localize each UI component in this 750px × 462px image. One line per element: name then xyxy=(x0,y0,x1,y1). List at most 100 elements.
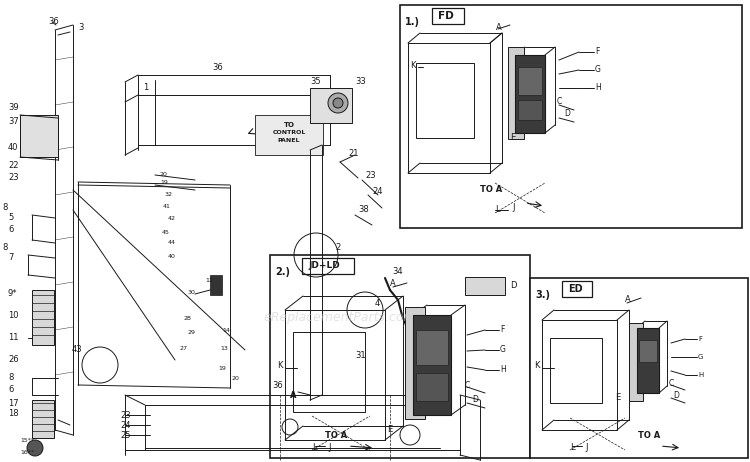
Text: 5: 5 xyxy=(8,213,14,223)
Bar xyxy=(416,330,448,365)
Bar xyxy=(515,55,545,133)
Text: PANEL: PANEL xyxy=(278,139,300,144)
Bar xyxy=(413,315,451,415)
Text: A: A xyxy=(496,23,502,31)
Bar xyxy=(293,332,365,412)
Text: 18: 18 xyxy=(8,409,19,419)
Text: 24: 24 xyxy=(120,420,130,430)
Text: 29: 29 xyxy=(188,329,196,334)
Text: 34: 34 xyxy=(392,267,403,276)
Text: C: C xyxy=(465,381,470,389)
Bar xyxy=(32,290,54,345)
Text: E: E xyxy=(615,394,620,402)
Bar xyxy=(432,8,464,24)
Text: E: E xyxy=(387,426,392,434)
Text: K: K xyxy=(535,361,540,371)
Text: C: C xyxy=(557,97,562,107)
Text: L: L xyxy=(495,206,500,214)
Text: 32: 32 xyxy=(165,193,173,197)
Bar xyxy=(310,88,352,123)
Text: 23: 23 xyxy=(365,170,376,180)
Text: 26: 26 xyxy=(8,355,19,365)
Text: 37: 37 xyxy=(8,117,19,127)
Bar xyxy=(210,275,222,295)
Text: D: D xyxy=(510,280,517,290)
Text: 43: 43 xyxy=(72,346,82,354)
Text: 4: 4 xyxy=(375,298,380,308)
Bar xyxy=(639,340,657,362)
Text: 8: 8 xyxy=(2,203,8,213)
Circle shape xyxy=(27,440,43,456)
Text: 2.): 2.) xyxy=(275,267,290,277)
Text: L: L xyxy=(312,444,316,452)
Bar xyxy=(530,278,748,458)
Text: 24: 24 xyxy=(372,188,382,196)
Text: H: H xyxy=(595,84,601,92)
Text: 13: 13 xyxy=(220,346,228,351)
Text: 41: 41 xyxy=(163,205,171,209)
Text: 23: 23 xyxy=(120,411,130,419)
Text: 39: 39 xyxy=(8,103,19,113)
Text: 33: 33 xyxy=(355,78,366,86)
Text: 1.): 1.) xyxy=(405,17,420,27)
Text: 6: 6 xyxy=(8,225,14,235)
Bar xyxy=(518,100,542,120)
Bar xyxy=(20,115,58,157)
Bar xyxy=(416,373,448,401)
Text: 30: 30 xyxy=(188,290,196,294)
Bar xyxy=(550,338,602,403)
Text: FD: FD xyxy=(438,11,454,21)
Bar xyxy=(270,255,530,458)
Text: F: F xyxy=(595,48,599,56)
Circle shape xyxy=(328,93,348,113)
Text: 6: 6 xyxy=(8,385,14,395)
Text: 22: 22 xyxy=(8,160,19,170)
Text: 7: 7 xyxy=(8,254,14,262)
Text: 20: 20 xyxy=(232,376,240,381)
Text: F: F xyxy=(500,326,504,334)
Text: 20: 20 xyxy=(160,172,168,177)
Text: 27: 27 xyxy=(180,346,188,351)
Text: 42: 42 xyxy=(168,215,176,220)
Text: 10: 10 xyxy=(8,310,19,320)
Text: G: G xyxy=(698,354,703,360)
Text: TO A: TO A xyxy=(638,432,660,440)
Text: 36: 36 xyxy=(48,18,58,26)
Text: JD+LD: JD+LD xyxy=(308,261,340,270)
Bar xyxy=(637,328,659,393)
Bar xyxy=(629,323,643,401)
Bar xyxy=(416,63,474,138)
Text: E: E xyxy=(510,133,515,141)
Text: 16**: 16** xyxy=(20,450,34,455)
Text: 45: 45 xyxy=(162,230,170,235)
Text: G: G xyxy=(500,346,506,354)
Text: D: D xyxy=(472,395,478,405)
Bar xyxy=(32,400,54,438)
Text: A: A xyxy=(290,390,296,400)
Text: G: G xyxy=(595,66,601,74)
Text: 3.): 3.) xyxy=(535,290,550,300)
Text: 44: 44 xyxy=(168,241,176,245)
Text: C: C xyxy=(669,378,674,388)
Text: 1: 1 xyxy=(143,84,148,92)
Bar xyxy=(465,277,505,295)
Text: 38: 38 xyxy=(358,206,369,214)
Text: A: A xyxy=(390,279,396,287)
Text: D: D xyxy=(564,109,570,118)
Text: 40: 40 xyxy=(168,254,176,259)
Text: eReplacementParts.com: eReplacementParts.com xyxy=(264,311,416,324)
Text: D: D xyxy=(673,390,679,400)
Bar xyxy=(518,67,542,95)
Text: 9*: 9* xyxy=(8,288,17,298)
Bar xyxy=(255,115,323,155)
Text: J: J xyxy=(585,444,587,452)
Text: 12: 12 xyxy=(205,278,213,282)
Bar xyxy=(405,307,425,419)
Text: H: H xyxy=(698,372,703,378)
Text: TO A: TO A xyxy=(480,186,502,195)
Bar xyxy=(400,5,742,228)
Text: K: K xyxy=(278,360,283,370)
Text: 8: 8 xyxy=(8,373,14,383)
Text: 11: 11 xyxy=(8,334,19,342)
Text: 14: 14 xyxy=(222,328,230,333)
